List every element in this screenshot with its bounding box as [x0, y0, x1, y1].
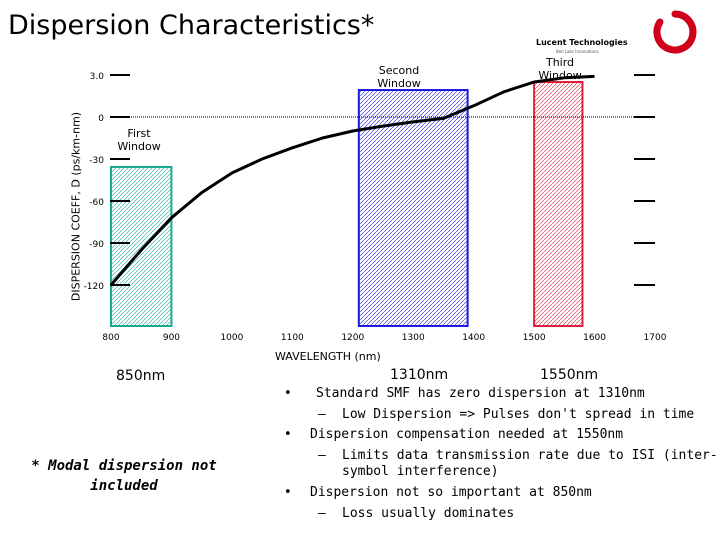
sub-bullet-item: Limits data transmission rate due to ISI…: [342, 448, 718, 479]
wavelength-850-label: 850nm: [116, 368, 166, 384]
y-tick-label: -60: [89, 198, 104, 208]
sub-bullet-item: Loss usually dominates: [342, 506, 515, 521]
x-tick-label: 1100: [281, 333, 304, 343]
x-tick-label: 1600: [583, 333, 606, 343]
y-tick-label: -30: [89, 156, 104, 166]
wavelength-1550-label: 1550nm: [540, 367, 599, 383]
y-tick-label: -120: [84, 282, 105, 292]
first-window-label: First Window: [117, 127, 161, 153]
y-tick-label: -90: [89, 240, 104, 250]
sub-bullet-dash: –: [318, 407, 326, 422]
x-tick-label: 1300: [402, 333, 425, 343]
x-tick-label: 1400: [462, 333, 485, 343]
lucent-logo-icon: [653, 10, 697, 54]
y-tick-label: 0: [98, 114, 104, 124]
bullet-item: Standard SMF has zero dispersion at 1310…: [316, 386, 645, 401]
sub-bullet-dash: –: [318, 448, 326, 463]
bullet-item: Dispersion compensation needed at 1550nm: [310, 427, 624, 442]
sub-bullet-dash: –: [318, 506, 326, 521]
second-window-label: Second Window: [377, 64, 421, 90]
x-tick-label: 1700: [644, 333, 667, 343]
window-region: [357, 89, 469, 327]
bullet-dot: •: [284, 386, 292, 401]
footnote: * Modal dispersion not included: [31, 458, 217, 494]
logo-brand: Lucent Technologies: [536, 38, 628, 47]
x-tick-label: 800: [102, 333, 119, 343]
wavelength-1310-label: 1310nm: [390, 367, 449, 383]
x-tick-label: 1500: [523, 333, 546, 343]
x-axis-label: WAVELENGTH (nm): [275, 350, 381, 363]
bullet-dot: •: [284, 485, 292, 500]
y-axis-label: DISPERSION COEFF, D (ps/km-nm): [69, 111, 83, 302]
sub-bullet-item: Low Dispersion => Pulses don't spread in…: [342, 407, 695, 422]
logo-tagline: Bell Labs Innovations: [556, 49, 599, 54]
dispersion-curve: [109, 74, 595, 286]
bullet-dot: •: [284, 427, 292, 442]
x-tick-label: 1200: [341, 333, 364, 343]
window-region: [533, 81, 584, 327]
bullet-item: Dispersion not so important at 850nm: [310, 485, 592, 500]
page-title: Dispersion Characteristics*: [8, 10, 375, 41]
x-tick-label: 1000: [220, 333, 243, 343]
window-region: [110, 166, 173, 327]
x-tick-label: 900: [163, 333, 180, 343]
y-tick-label: 3.0: [90, 72, 105, 82]
third-window-label: Third Window: [538, 56, 582, 82]
